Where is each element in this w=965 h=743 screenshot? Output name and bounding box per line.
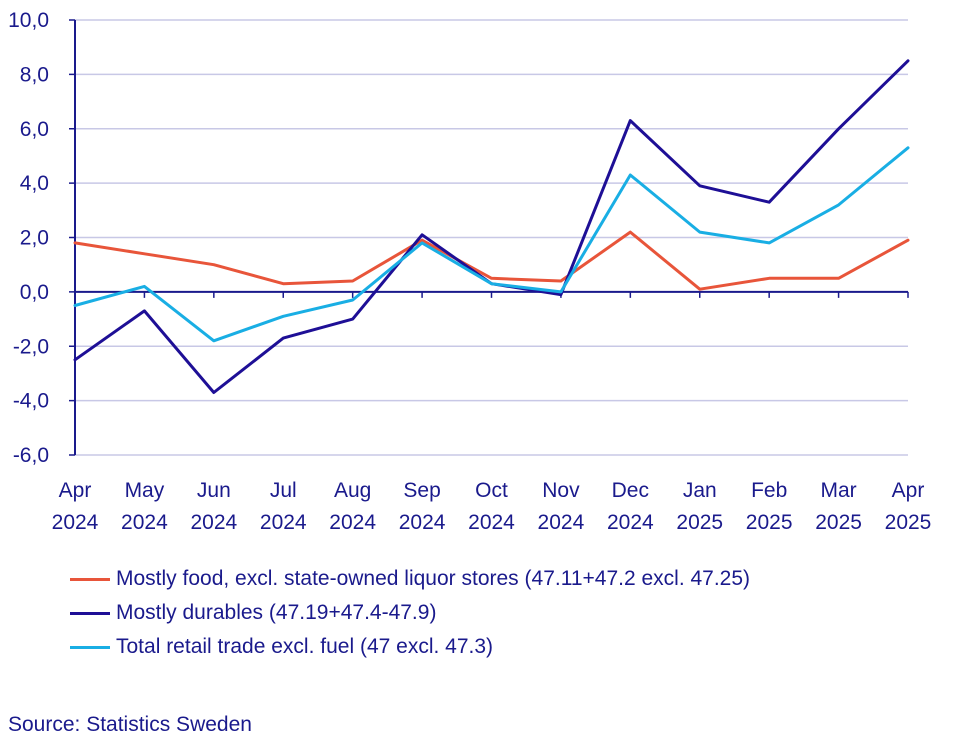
y-tick-label: 8,0 [20,63,49,86]
source-note: Source: Statistics Sweden [8,713,252,736]
series-line-total [73,146,910,343]
axes [69,19,909,456]
legend-swatch-food [70,577,110,581]
x-tick-label-month: Sep [403,479,440,502]
legend-swatch-total [70,645,110,649]
x-tick-label-month: May [125,479,165,502]
y-tick-label: 10,0 [8,9,49,32]
line-chart: 10,0 8,0 6,0 4,0 2,0 0,0 -2,0 -4,0 -6,0 Apr 2024 M… [8,9,932,534]
y-tick-label: -2,0 [13,335,49,358]
legend-label-food: Mostly food, excl. state-owned liquor st… [116,567,751,590]
series-line-durables [73,59,910,394]
x-tick-label-month: Nov [542,479,580,502]
x-tick-label-year: 2024 [399,511,446,534]
y-tick-label: -4,0 [13,390,49,413]
x-tick-label-month: Apr [892,479,925,502]
x-tick-label-year: 2024 [190,511,237,534]
x-tick-label-year: 2024 [329,511,376,534]
x-tick-label-month: Apr [59,479,92,502]
x-tick-label-month: Dec [612,479,649,502]
x-tick-label-month: Jun [197,479,231,502]
legend: Mostly food, excl. state-owned liquor st… [70,562,750,664]
y-tick-label: 0,0 [20,281,49,304]
x-tick-label-month: Aug [334,479,371,502]
x-tick-label-year: 2025 [815,511,862,534]
y-axis-tick-labels: 10,0 8,0 6,0 4,0 2,0 0,0 -2,0 -4,0 -6,0 [8,9,49,467]
series-lines [73,59,910,394]
x-tick-label-year: 2024 [121,511,168,534]
legend-item-durables: Mostly durables (47.19+47.4-47.9) [70,596,750,630]
legend-label-total: Total retail trade excl. fuel (47 excl. … [116,635,494,658]
gridlines [75,19,908,456]
y-tick-label: -6,0 [13,444,49,467]
y-tick-label: 4,0 [20,172,49,195]
x-tick-label-year: 2025 [676,511,723,534]
x-tick-label-month: Mar [820,479,856,502]
x-tick-label-month: Jan [683,479,717,502]
legend-item-total: Total retail trade excl. fuel (47 excl. … [70,630,750,664]
legend-item-food: Mostly food, excl. state-owned liquor st… [70,562,750,596]
y-tick-label: 2,0 [20,227,49,250]
x-tick-label-year: 2024 [52,511,99,534]
x-tick-label-year: 2024 [468,511,515,534]
x-tick-label-month: Feb [751,479,787,502]
x-axis-tick-labels: Apr 2024 May 2024 Jun 2024 Jul 2024 Aug 2024 Sep 20… [52,479,932,534]
series-line-food [73,230,910,291]
legend-swatch-durables [70,611,110,615]
x-tick-label-month: Jul [270,479,297,502]
y-tick-label: 6,0 [20,118,49,141]
legend-label-durables: Mostly durables (47.19+47.4-47.9) [116,601,437,624]
x-tick-label-month: Oct [475,479,508,502]
x-tick-label-year: 2024 [607,511,654,534]
x-tick-label-year: 2024 [538,511,585,534]
x-tick-label-year: 2024 [260,511,307,534]
x-tick-label-year: 2025 [746,511,793,534]
x-tick-label-year: 2025 [885,511,932,534]
